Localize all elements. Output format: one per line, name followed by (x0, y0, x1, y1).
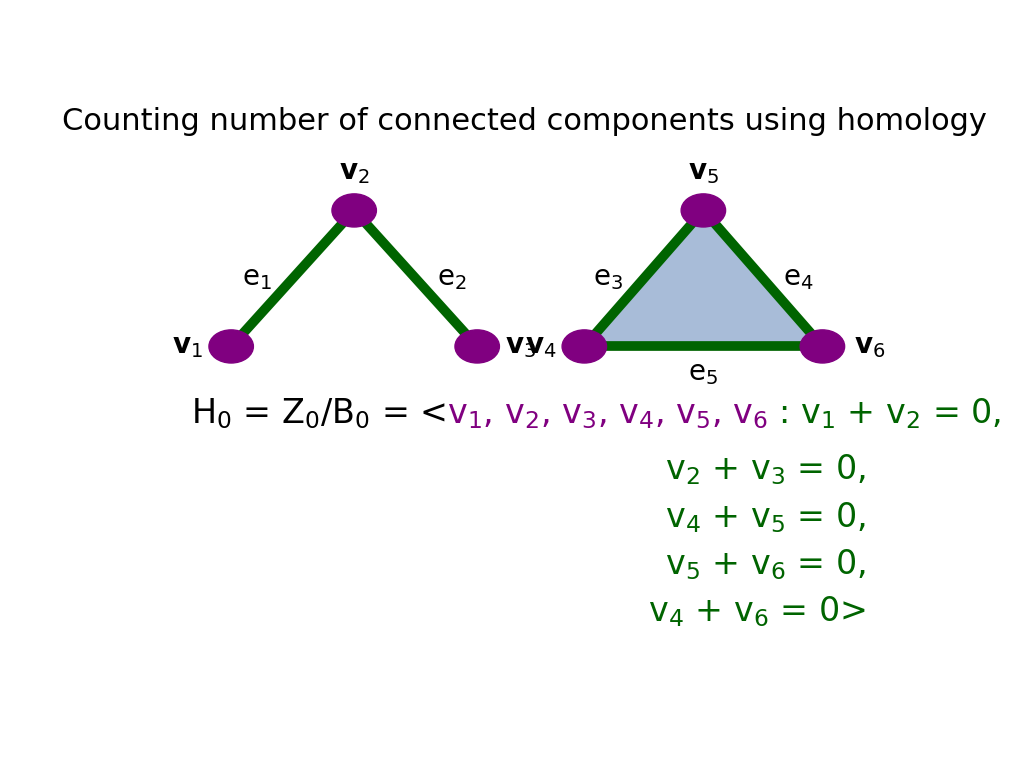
Text: e$_2$: e$_2$ (436, 264, 466, 293)
Text: e$_4$: e$_4$ (783, 264, 814, 293)
Circle shape (455, 330, 500, 363)
Circle shape (332, 194, 377, 227)
Text: Counting number of connected components using homology: Counting number of connected components … (62, 107, 987, 136)
Circle shape (209, 330, 253, 363)
Text: v$_4$ + v$_5$ = 0,: v$_4$ + v$_5$ = 0, (666, 500, 866, 535)
Text: v$_1$, v$_2$, v$_3$, v$_4$, v$_5$, v$_6$: v$_1$, v$_2$, v$_3$, v$_4$, v$_5$, v$_6$ (446, 398, 768, 431)
Circle shape (562, 330, 606, 363)
Text: v$_5$: v$_5$ (688, 158, 719, 186)
Text: v$_3$: v$_3$ (505, 333, 537, 360)
Text: v$_6$: v$_6$ (854, 333, 886, 360)
Text: v$_1$: v$_1$ (172, 333, 203, 360)
Text: v$_4$: v$_4$ (525, 333, 556, 360)
Circle shape (681, 194, 726, 227)
Text: e$_1$: e$_1$ (242, 264, 272, 293)
Text: e$_3$: e$_3$ (593, 264, 624, 293)
Text: e$_5$: e$_5$ (688, 359, 719, 387)
Polygon shape (585, 210, 822, 346)
Text: v$_2$ + v$_3$ = 0,: v$_2$ + v$_3$ = 0, (666, 452, 866, 487)
Text: v$_5$ + v$_6$ = 0,: v$_5$ + v$_6$ = 0, (666, 547, 866, 582)
Text: H$_0$ = Z$_0$/B$_0$ = <: H$_0$ = Z$_0$/B$_0$ = < (191, 396, 446, 431)
Circle shape (800, 330, 845, 363)
Text: v$_2$: v$_2$ (339, 158, 370, 186)
Text: v$_4$ + v$_6$ = 0>: v$_4$ + v$_6$ = 0> (648, 594, 866, 629)
Text: : v$_1$ + v$_2$ = 0,: : v$_1$ + v$_2$ = 0, (768, 396, 1001, 431)
